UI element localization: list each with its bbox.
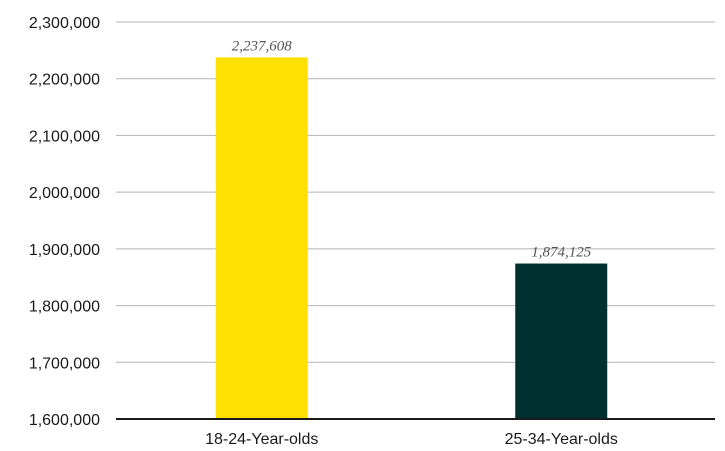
category-label: 18-24-Year-olds: [205, 431, 318, 448]
y-tick-label: 1,700,000: [29, 355, 100, 372]
y-tick-label: 1,800,000: [29, 299, 100, 316]
y-tick-label: 1,600,000: [29, 412, 100, 429]
y-tick-label: 1,900,000: [29, 242, 100, 259]
data-label: 2,237,608: [232, 38, 293, 54]
y-tick-label: 2,000,000: [29, 185, 100, 202]
gridlines: [116, 21, 715, 363]
y-tick-label: 2,300,000: [29, 15, 100, 32]
bar-1: [215, 57, 308, 419]
y-tick-label: 2,100,000: [29, 128, 100, 145]
data-label: 1,874,125: [531, 245, 592, 261]
x-axis-category-labels: 18-24-Year-olds 25-34-Year-olds: [205, 431, 618, 448]
data-labels: 2,237,608 1,874,125: [232, 38, 592, 260]
y-tick-label: 2,200,000: [29, 72, 100, 89]
y-axis-tick-labels: 1,600,000 1,700,000 1,800,000 1,900,000 2,00…: [29, 15, 100, 429]
bar-2: [515, 263, 608, 419]
bars: [215, 57, 608, 419]
category-label: 25-34-Year-olds: [505, 431, 618, 448]
